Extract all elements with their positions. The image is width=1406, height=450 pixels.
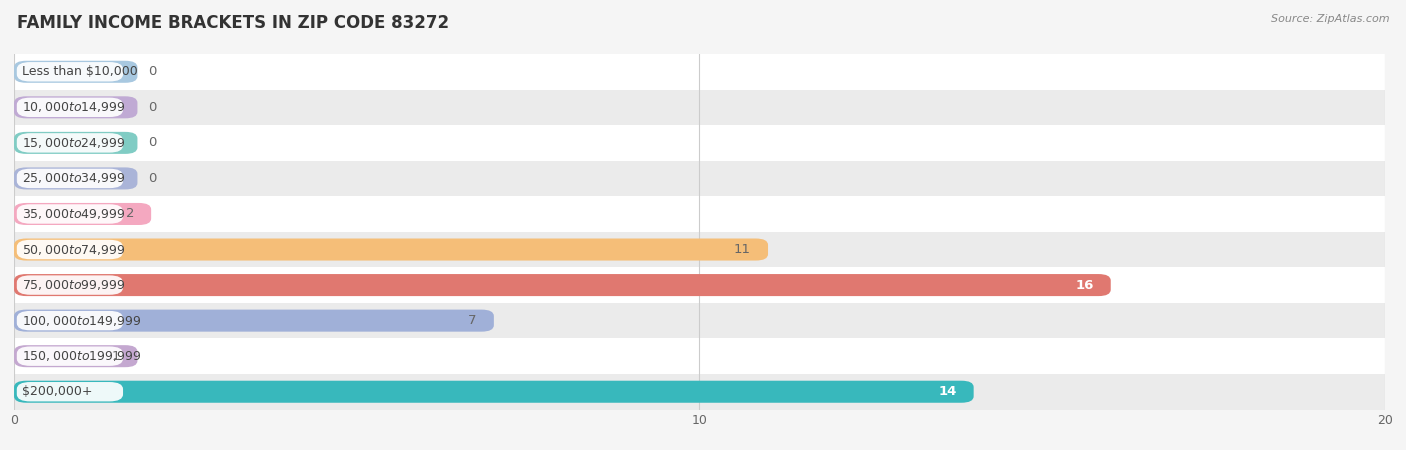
Text: $75,000 to $99,999: $75,000 to $99,999: [22, 278, 125, 292]
FancyBboxPatch shape: [14, 345, 138, 367]
Text: $10,000 to $14,999: $10,000 to $14,999: [22, 100, 125, 114]
Text: 0: 0: [148, 172, 156, 185]
FancyBboxPatch shape: [17, 204, 124, 224]
Text: 7: 7: [468, 314, 477, 327]
Bar: [14, 90, 1385, 125]
FancyBboxPatch shape: [17, 275, 124, 295]
FancyBboxPatch shape: [14, 132, 138, 154]
Bar: [14, 338, 1385, 374]
Bar: [14, 125, 1385, 161]
Text: 14: 14: [938, 385, 956, 398]
Text: 1: 1: [112, 350, 121, 363]
Text: $25,000 to $34,999: $25,000 to $34,999: [22, 171, 125, 185]
FancyBboxPatch shape: [14, 274, 1111, 296]
Text: 0: 0: [148, 101, 156, 114]
Text: $35,000 to $49,999: $35,000 to $49,999: [22, 207, 125, 221]
Bar: [14, 374, 1385, 410]
Bar: [14, 196, 1385, 232]
Bar: [14, 161, 1385, 196]
Text: Less than $10,000: Less than $10,000: [22, 65, 138, 78]
FancyBboxPatch shape: [14, 167, 138, 189]
FancyBboxPatch shape: [17, 382, 124, 401]
Text: $100,000 to $149,999: $100,000 to $149,999: [22, 314, 142, 328]
Text: 16: 16: [1076, 279, 1094, 292]
FancyBboxPatch shape: [14, 310, 494, 332]
Text: $50,000 to $74,999: $50,000 to $74,999: [22, 243, 125, 256]
Bar: [14, 267, 1385, 303]
FancyBboxPatch shape: [17, 311, 124, 330]
FancyBboxPatch shape: [17, 169, 124, 188]
FancyBboxPatch shape: [14, 203, 152, 225]
Text: Source: ZipAtlas.com: Source: ZipAtlas.com: [1271, 14, 1389, 23]
Bar: [14, 54, 1385, 90]
FancyBboxPatch shape: [17, 133, 124, 153]
Text: $15,000 to $24,999: $15,000 to $24,999: [22, 136, 125, 150]
Text: FAMILY INCOME BRACKETS IN ZIP CODE 83272: FAMILY INCOME BRACKETS IN ZIP CODE 83272: [17, 14, 449, 32]
Text: 0: 0: [148, 136, 156, 149]
FancyBboxPatch shape: [14, 96, 138, 118]
Text: 0: 0: [148, 65, 156, 78]
Text: 11: 11: [734, 243, 751, 256]
Bar: [14, 303, 1385, 338]
FancyBboxPatch shape: [14, 238, 768, 261]
FancyBboxPatch shape: [14, 61, 138, 83]
FancyBboxPatch shape: [17, 240, 124, 259]
Text: 2: 2: [125, 207, 134, 220]
Bar: [14, 232, 1385, 267]
FancyBboxPatch shape: [17, 98, 124, 117]
FancyBboxPatch shape: [17, 346, 124, 366]
Text: $200,000+: $200,000+: [22, 385, 93, 398]
FancyBboxPatch shape: [14, 381, 973, 403]
Text: $150,000 to $199,999: $150,000 to $199,999: [22, 349, 142, 363]
FancyBboxPatch shape: [17, 62, 124, 81]
